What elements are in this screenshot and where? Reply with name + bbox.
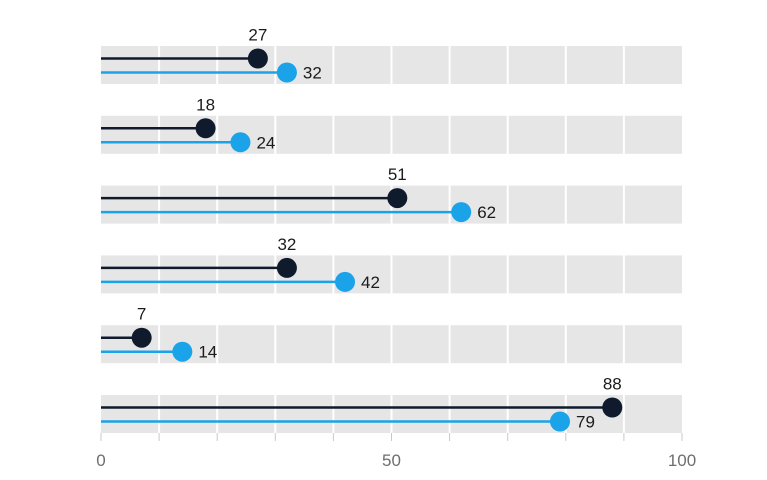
- series2-dot: [172, 341, 193, 362]
- series1-dot: [387, 188, 408, 209]
- x-tick-label: 50: [382, 451, 401, 470]
- x-axis: 0 50 100: [96, 433, 696, 470]
- x-tick-label: 0: [96, 451, 105, 470]
- series1-dot: [276, 257, 297, 278]
- series2-dot: [549, 411, 570, 432]
- series2-dot: [276, 62, 297, 83]
- series2-value-label: 24: [256, 133, 275, 152]
- series1-dot: [131, 327, 152, 348]
- series2-dot: [451, 202, 472, 223]
- series1-value-label: 18: [196, 95, 215, 114]
- series2-value-label: 32: [303, 64, 322, 83]
- series2-value-label: 14: [198, 343, 217, 362]
- x-tick-label: 100: [668, 451, 696, 470]
- series1-value-label: 88: [603, 375, 622, 394]
- series2-dot: [335, 271, 356, 292]
- series2-value-label: 62: [477, 203, 496, 222]
- series1-value-label: 7: [137, 305, 146, 324]
- series1-value-label: 32: [277, 235, 296, 254]
- series2-value-label: 42: [361, 273, 380, 292]
- series2-dot: [230, 132, 251, 153]
- series1-value-label: 51: [388, 165, 407, 184]
- series1-dot: [195, 118, 216, 139]
- series1-dot: [602, 397, 623, 418]
- series1-value-label: 27: [248, 26, 267, 45]
- series1-dot: [247, 48, 268, 69]
- data-marks: 27 32 18 24 51 62 32 42 7 14 88 79: [101, 26, 623, 432]
- gridlines: [158, 46, 625, 433]
- series2-value-label: 79: [576, 413, 595, 432]
